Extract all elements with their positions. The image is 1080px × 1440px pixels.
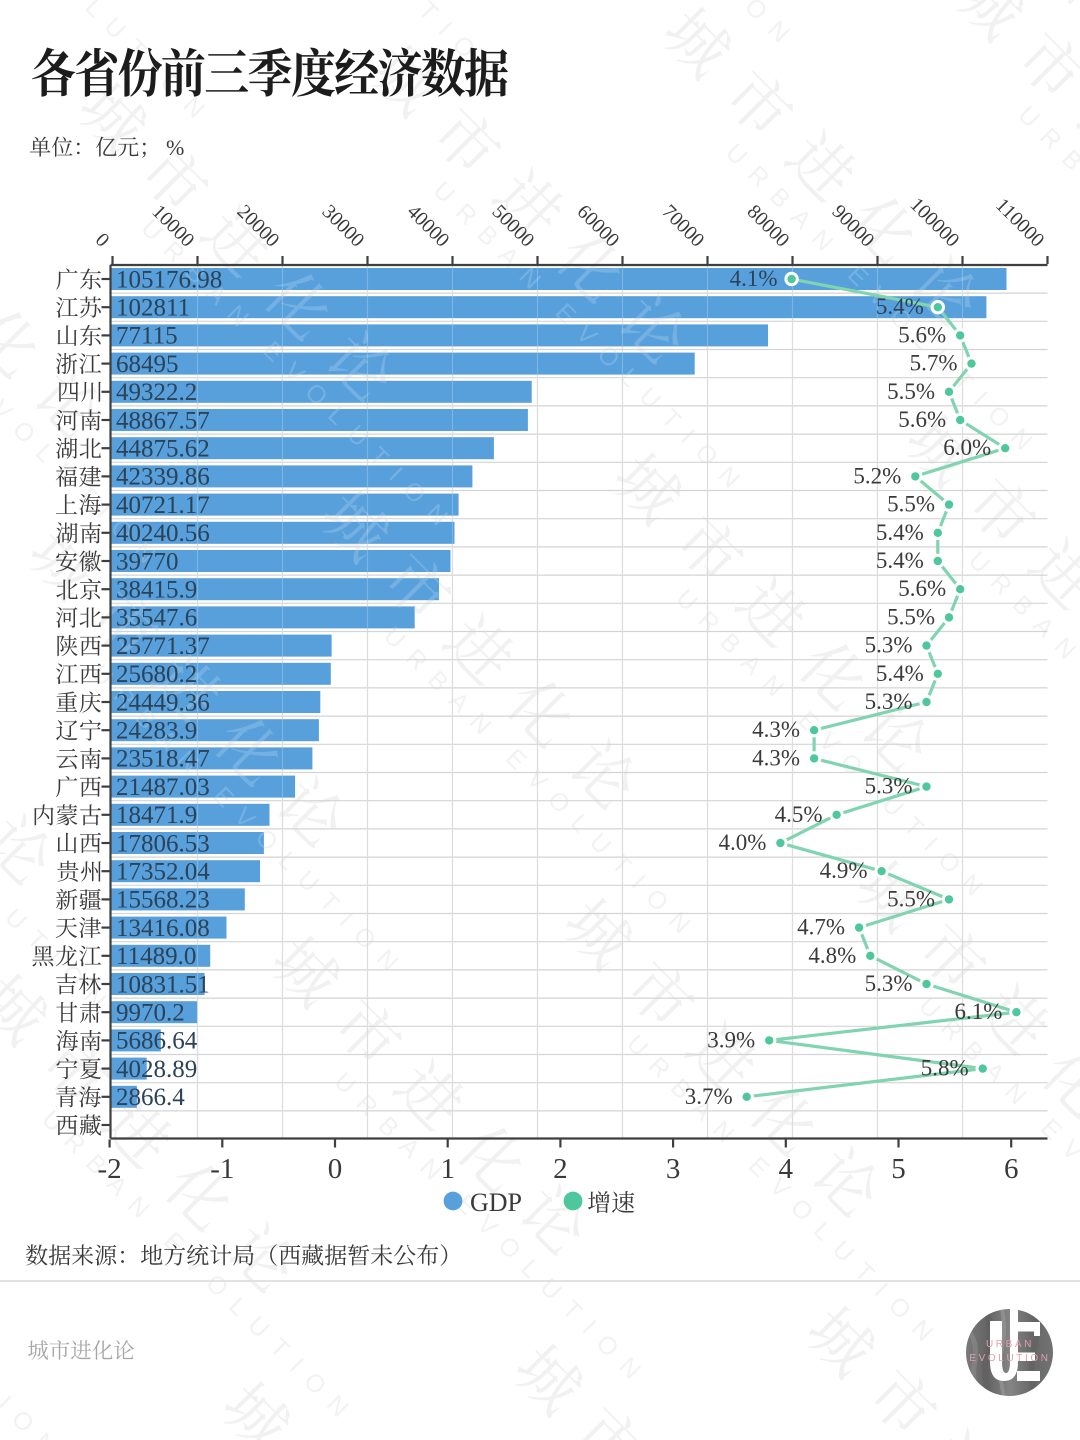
svg-text:4.8%: 4.8% [808, 943, 856, 968]
svg-text:10831.51: 10831.51 [116, 971, 210, 998]
svg-text:17806.53: 17806.53 [116, 830, 210, 857]
svg-text:13416.08: 13416.08 [116, 915, 210, 942]
svg-text:GDP: GDP [470, 1188, 522, 1217]
svg-text:5.7%: 5.7% [910, 351, 958, 376]
svg-text:5.3%: 5.3% [865, 971, 913, 996]
svg-text:5: 5 [891, 1153, 906, 1185]
svg-text:24283.9: 24283.9 [116, 718, 197, 745]
svg-text:48867.57: 48867.57 [116, 407, 210, 434]
svg-text:4.3%: 4.3% [752, 717, 800, 742]
svg-text:4.0%: 4.0% [718, 830, 766, 855]
svg-text:4.3%: 4.3% [752, 745, 800, 770]
svg-text:44875.62: 44875.62 [116, 436, 210, 463]
svg-text:5.6%: 5.6% [898, 576, 946, 601]
svg-text:15568.23: 15568.23 [116, 887, 210, 914]
svg-text:5.5%: 5.5% [887, 379, 935, 404]
svg-text:40721.17: 40721.17 [116, 492, 210, 519]
svg-text:24449.36: 24449.36 [116, 689, 210, 716]
svg-text:18471.9: 18471.9 [116, 802, 197, 829]
svg-text:5.3%: 5.3% [865, 774, 913, 799]
svg-text:35547.6: 35547.6 [116, 605, 197, 632]
svg-text:38415.9: 38415.9 [116, 577, 197, 604]
svg-text:3: 3 [666, 1153, 681, 1185]
svg-text:4.5%: 4.5% [775, 802, 823, 827]
svg-text:5.4%: 5.4% [876, 661, 924, 686]
svg-text:3.7%: 3.7% [685, 1084, 733, 1109]
svg-text:5.5%: 5.5% [887, 886, 935, 911]
svg-text:42339.86: 42339.86 [116, 464, 210, 491]
svg-text:-1: -1 [210, 1153, 234, 1185]
svg-text:2866.4: 2866.4 [116, 1084, 185, 1111]
svg-text:EVOLUTION: EVOLUTION [969, 1353, 1050, 1364]
svg-text:25771.37: 25771.37 [116, 633, 210, 660]
svg-text:-2: -2 [98, 1153, 122, 1185]
svg-text:23518.47: 23518.47 [116, 746, 210, 773]
svg-text:3.9%: 3.9% [707, 1027, 755, 1052]
svg-text:5.8%: 5.8% [921, 1056, 969, 1081]
svg-text:17352.04: 17352.04 [116, 859, 210, 886]
svg-text:6.0%: 6.0% [943, 435, 991, 460]
svg-text:4.7%: 4.7% [797, 915, 845, 940]
svg-text:9970.2: 9970.2 [116, 1000, 185, 1027]
svg-text:39770: 39770 [116, 548, 179, 575]
svg-text:40240.56: 40240.56 [116, 520, 210, 547]
svg-text:105176.98: 105176.98 [116, 266, 222, 293]
svg-text:77115: 77115 [116, 323, 178, 350]
svg-text:5.3%: 5.3% [865, 633, 913, 658]
svg-text:6.1%: 6.1% [954, 999, 1002, 1024]
svg-text:4.1%: 4.1% [730, 266, 778, 291]
svg-text:21487.03: 21487.03 [116, 774, 210, 801]
svg-text:URBAN: URBAN [986, 1339, 1034, 1350]
svg-text:5.6%: 5.6% [898, 322, 946, 347]
svg-text:5.5%: 5.5% [887, 492, 935, 517]
svg-text:5.5%: 5.5% [887, 604, 935, 629]
svg-text:49322.2: 49322.2 [116, 379, 197, 406]
svg-text:%: % [166, 135, 184, 160]
svg-text:5.6%: 5.6% [898, 407, 946, 432]
svg-text:11489.0: 11489.0 [116, 943, 196, 970]
svg-text:5.4%: 5.4% [876, 548, 924, 573]
svg-text:4: 4 [779, 1153, 794, 1185]
svg-text:5.4%: 5.4% [876, 294, 924, 319]
svg-text:5.2%: 5.2% [853, 463, 901, 488]
svg-text:0: 0 [328, 1153, 343, 1185]
svg-text:1: 1 [440, 1153, 455, 1185]
svg-text:68495: 68495 [116, 351, 179, 378]
svg-text:25680.2: 25680.2 [116, 661, 197, 688]
svg-text:4028.89: 4028.89 [116, 1056, 197, 1083]
svg-text:102811: 102811 [116, 295, 190, 322]
svg-text:4.9%: 4.9% [820, 858, 868, 883]
svg-text:2: 2 [553, 1153, 568, 1185]
svg-text:5.3%: 5.3% [865, 689, 913, 714]
svg-text:5686.64: 5686.64 [116, 1028, 198, 1055]
svg-text:5.4%: 5.4% [876, 520, 924, 545]
svg-text:6: 6 [1004, 1153, 1019, 1185]
